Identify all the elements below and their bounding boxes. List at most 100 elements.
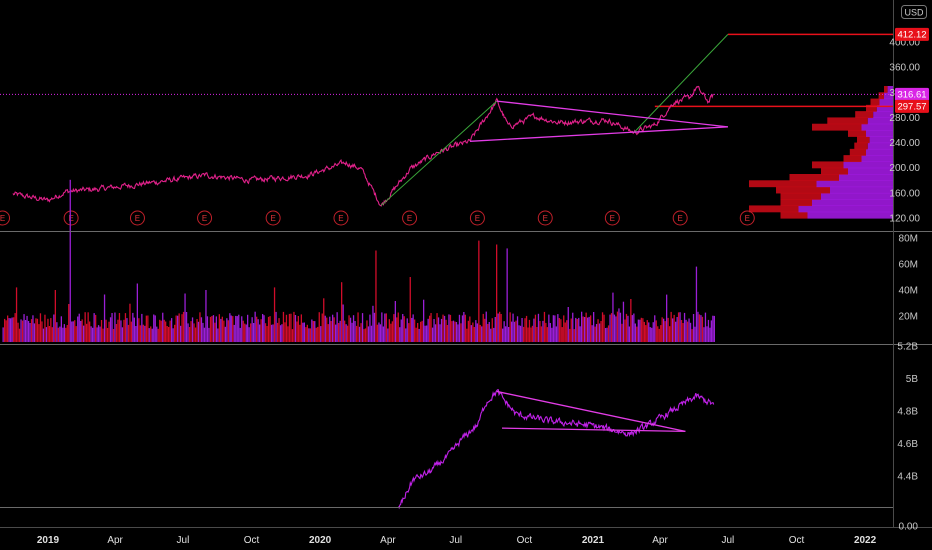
- time-tick-label: Oct: [789, 535, 805, 546]
- volume-bar: [515, 320, 517, 342]
- volume-bar: [710, 320, 712, 342]
- price-tick-label: 120.00: [889, 214, 920, 225]
- volume-bar: [296, 321, 298, 342]
- volume-bar: [575, 317, 577, 342]
- volume-bar: [351, 322, 353, 342]
- volume-bar: [537, 313, 540, 342]
- volume-bar: [388, 319, 390, 342]
- volume-bar: [150, 326, 152, 342]
- volume-bar: [685, 319, 687, 342]
- volume-bar: [290, 313, 292, 342]
- volume-profile-down-bar: [821, 167, 848, 175]
- volume-bar: [692, 314, 695, 342]
- volume-bar: [458, 314, 461, 342]
- volume-profile-up-bar: [812, 199, 893, 207]
- volume-bar: [582, 316, 584, 342]
- uptrend-line[interactable]: [380, 100, 498, 206]
- volume-profile-down-bar: [780, 211, 808, 219]
- volume-bar: [443, 315, 446, 342]
- volume-bar: [508, 327, 510, 342]
- volume-bar: [212, 315, 215, 342]
- price-levels: [0, 33, 893, 108]
- volume-profile-down-bar: [789, 174, 839, 181]
- volume-pane[interactable]: [2, 179, 716, 342]
- volume-bar: [30, 319, 33, 342]
- volume-bar: [624, 319, 626, 342]
- obv-pane[interactable]: [397, 389, 715, 510]
- volume-bar: [259, 324, 261, 342]
- volume-bar: [38, 324, 40, 342]
- volume-bar: [285, 314, 288, 342]
- volume-bar: [390, 323, 392, 342]
- volume-bar: [434, 324, 437, 342]
- volume-bar: [497, 313, 499, 342]
- obv-tick-label: 4.4B: [897, 472, 918, 483]
- volume-bar: [217, 328, 219, 342]
- volume-bar: [688, 318, 690, 342]
- volume-bar: [51, 327, 53, 342]
- volume-bar: [426, 325, 428, 342]
- price-trendlines[interactable]: [380, 34, 729, 206]
- volume-bar: [308, 328, 310, 342]
- volume-bar: [221, 316, 223, 342]
- time-axis[interactable]: 2019 Apr Jul Oct 2020 Apr Jul Oct 2021 Apr Jul Oct 2…: [37, 535, 877, 546]
- volume-bar: [424, 325, 426, 342]
- volume-bar: [630, 299, 632, 342]
- volume-bar: [299, 324, 301, 342]
- volume-bar: [427, 318, 429, 342]
- price-series-line[interactable]: [12, 85, 714, 207]
- currency-button[interactable]: USD: [901, 5, 927, 19]
- price-tick-label: 400.00: [889, 38, 920, 49]
- volume-bar: [360, 323, 362, 342]
- volume-bar: [581, 311, 583, 342]
- volume-bar: [464, 314, 466, 342]
- volume-bar: [651, 327, 653, 342]
- volume-bar: [251, 317, 253, 342]
- obv-axis[interactable]: 5.2B 5B 4.8B 4.6B 4.4B 0.00: [897, 341, 918, 532]
- volume-bar: [366, 320, 368, 342]
- price-pane[interactable]: [12, 85, 714, 207]
- time-tick-label: Jul: [177, 535, 190, 546]
- volume-profile-up-bar: [884, 92, 893, 100]
- volume-bar: [655, 320, 657, 342]
- volume-axis[interactable]: 80M 60M 40M 20M: [899, 234, 918, 323]
- volume-bar: [642, 318, 644, 342]
- volume-bar: [679, 312, 681, 342]
- volume-bar: [667, 317, 669, 342]
- volume-bar: [218, 314, 220, 342]
- volume-bar: [677, 312, 680, 342]
- obv-series-line[interactable]: [397, 389, 715, 510]
- uptrend-line[interactable]: [633, 34, 729, 133]
- volume-bar: [279, 325, 282, 342]
- volume-bar: [86, 323, 88, 342]
- time-tick-label: Jul: [449, 535, 462, 546]
- earnings-marker-label: E: [0, 214, 5, 223]
- volume-bar: [59, 326, 61, 342]
- volume-bar: [557, 314, 559, 342]
- volume-bar: [628, 326, 630, 342]
- volume-bar: [569, 328, 571, 342]
- volume-bar: [20, 319, 22, 342]
- volume-bar: [431, 327, 434, 342]
- volume-profile-up-bar: [887, 86, 893, 93]
- volume-bar: [44, 314, 46, 342]
- triangle-pattern-line[interactable]: [469, 126, 728, 142]
- volume-bar: [242, 320, 244, 342]
- volume-bar: [437, 317, 440, 342]
- earnings-marker-icon: [739, 210, 755, 226]
- volume-bar: [180, 325, 182, 342]
- volume-profile-up-bar: [861, 123, 893, 131]
- volume-bar: [235, 315, 237, 342]
- triangle-pattern-line[interactable]: [496, 100, 728, 128]
- obv-pattern-line[interactable]: [501, 427, 686, 433]
- earnings-marker-icon: [197, 210, 213, 226]
- volume-bar: [278, 318, 280, 342]
- obv-pattern-line[interactable]: [496, 390, 686, 433]
- volume-bar: [460, 323, 462, 342]
- volume-bar: [481, 326, 483, 342]
- volume-bar: [539, 321, 541, 342]
- volume-bar: [484, 318, 486, 342]
- volume-bar: [215, 316, 217, 342]
